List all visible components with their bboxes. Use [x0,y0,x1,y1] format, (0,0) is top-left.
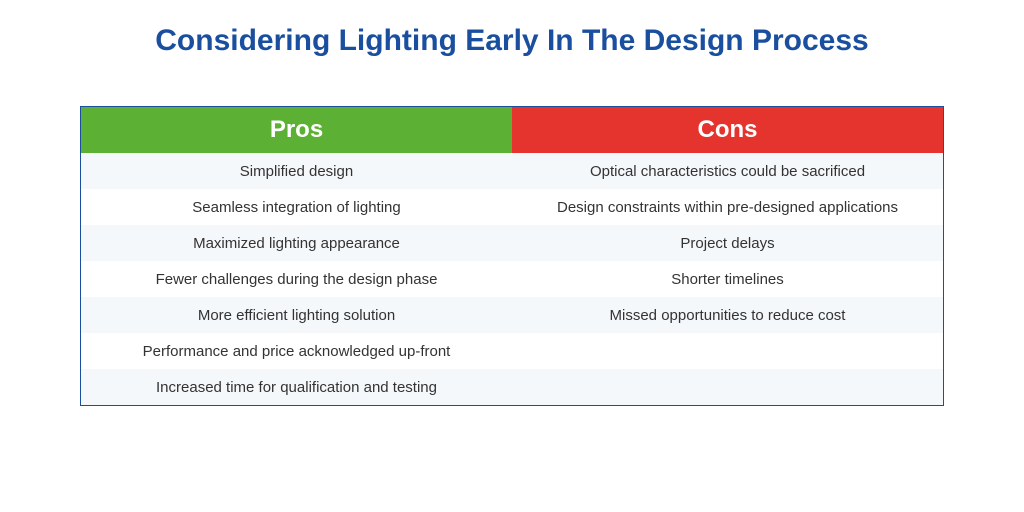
cons-cell: Design constraints within pre-designed a… [512,189,943,225]
cons-cell: Project delays [512,225,943,261]
table-header-row: Pros Cons [81,107,943,153]
table-row: Increased time for qualification and tes… [81,369,943,405]
page-title: Considering Lighting Early In The Design… [155,24,868,58]
table-row: Fewer challenges during the design phase… [81,261,943,297]
cons-cell [512,369,943,405]
pros-cell: Maximized lighting appearance [81,225,512,261]
pros-cons-table-wrap: Pros Cons Simplified design Optical char… [80,106,944,406]
page: Considering Lighting Early In The Design… [0,0,1024,512]
table-row: Simplified design Optical characteristic… [81,153,943,189]
cons-cell: Missed opportunities to reduce cost [512,297,943,333]
col-header-cons: Cons [512,107,943,153]
col-header-pros: Pros [81,107,512,153]
cons-cell [512,333,943,369]
pros-cell: Seamless integration of lighting [81,189,512,225]
pros-cell: Fewer challenges during the design phase [81,261,512,297]
pros-cell: Simplified design [81,153,512,189]
cons-cell: Optical characteristics could be sacrifi… [512,153,943,189]
pros-cell: More efficient lighting solution [81,297,512,333]
table-row: Performance and price acknowledged up-fr… [81,333,943,369]
table-row: Seamless integration of lighting Design … [81,189,943,225]
pros-cons-table: Pros Cons Simplified design Optical char… [81,107,943,405]
table-body: Simplified design Optical characteristic… [81,153,943,405]
table-row: Maximized lighting appearance Project de… [81,225,943,261]
cons-cell: Shorter timelines [512,261,943,297]
pros-cell: Performance and price acknowledged up-fr… [81,333,512,369]
pros-cell: Increased time for qualification and tes… [81,369,512,405]
table-row: More efficient lighting solution Missed … [81,297,943,333]
